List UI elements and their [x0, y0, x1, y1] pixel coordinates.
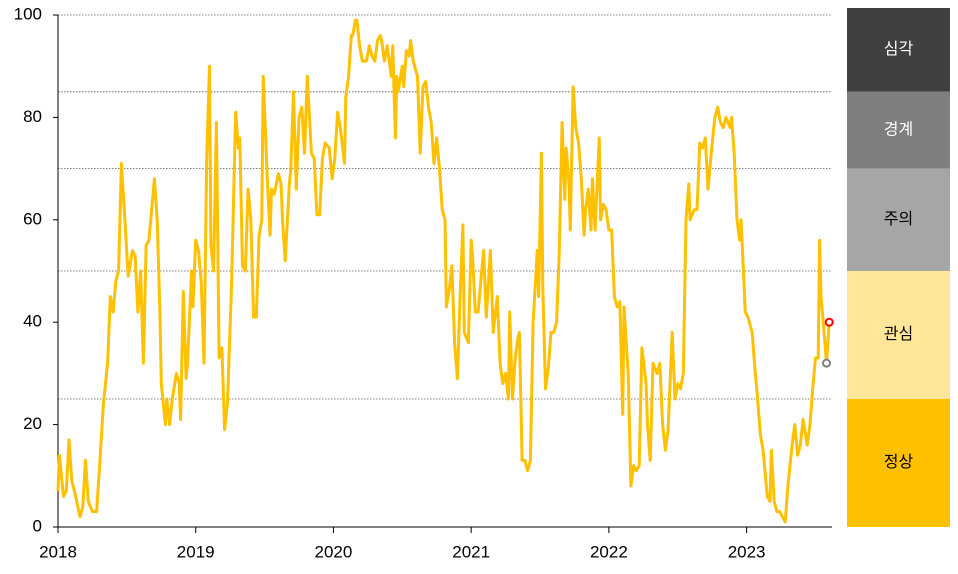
level-band — [847, 91, 950, 169]
level: 심각 — [884, 40, 914, 58]
y-tick-label: 60 — [23, 209, 42, 228]
level-band — [847, 399, 950, 527]
marker — [824, 317, 834, 327]
x-tick-label: 2018 — [39, 542, 77, 561]
level: 정상 — [884, 453, 914, 471]
y-tick-label: 40 — [23, 312, 42, 331]
y-tick-label: 20 — [23, 414, 42, 433]
x-tick-label: 2019 — [177, 542, 215, 561]
marker — [821, 358, 831, 368]
line — [56, 18, 831, 524]
x-tick-label: 2020 — [315, 542, 353, 561]
x-tick-label: 2023 — [728, 542, 766, 561]
level: 관심 — [884, 325, 913, 343]
level: 경계 — [884, 120, 913, 138]
level-band — [847, 8, 950, 92]
y-tick-label: 80 — [23, 107, 42, 126]
level-band — [847, 168, 950, 271]
x-tick-label: 2022 — [590, 542, 628, 561]
x-tick-label: 2021 — [452, 542, 490, 561]
level-band — [847, 271, 950, 399]
y-tick-label: 0 — [33, 516, 42, 535]
y-tick-label: 100 — [14, 4, 42, 23]
level: 주의 — [884, 210, 913, 228]
